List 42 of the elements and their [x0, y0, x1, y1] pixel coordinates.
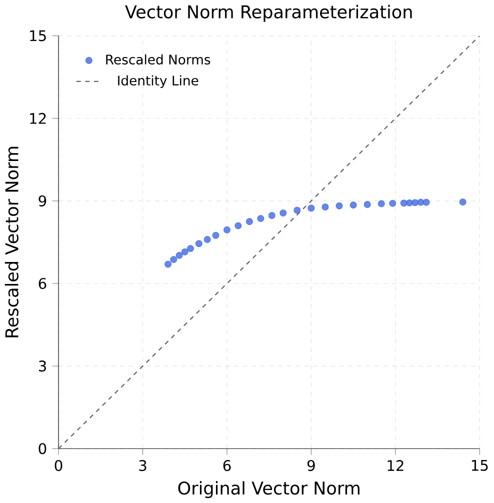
- x-tick-label: 3: [139, 460, 146, 472]
- point: [350, 202, 357, 209]
- point: [204, 236, 211, 243]
- x-axis-title: Original Vector Norm: [178, 481, 360, 498]
- y-tick-label: 0: [38, 443, 46, 454]
- point: [280, 210, 287, 217]
- y-tick-label: 6: [38, 278, 46, 290]
- point: [176, 252, 183, 259]
- point: [378, 200, 385, 208]
- point: [224, 226, 231, 234]
- point: [322, 203, 329, 210]
- legend-label: Rescaled Norms: [106, 54, 210, 65]
- point: [364, 200, 371, 208]
- point: [257, 215, 264, 222]
- y-axis-title: Rescaled Vector Norm: [4, 146, 19, 338]
- point: [234, 222, 242, 230]
- x-tick-label: 9: [308, 460, 315, 472]
- point: [268, 212, 276, 220]
- point: [294, 206, 301, 214]
- point: [195, 240, 202, 248]
- x-tick-label: 15: [472, 460, 488, 471]
- point: [164, 260, 172, 268]
- point: [308, 204, 315, 212]
- point: [212, 232, 220, 239]
- point: [417, 198, 424, 206]
- point: [181, 248, 188, 256]
- point: [170, 256, 178, 264]
- point: [459, 198, 466, 206]
- point: [422, 198, 430, 206]
- point: [389, 200, 396, 207]
- point: [187, 245, 194, 252]
- x-tick-label: 12: [388, 460, 404, 471]
- y-tick-label: 15: [30, 30, 46, 42]
- y-tick-label: 12: [30, 112, 46, 124]
- y-tick-label: 3: [39, 360, 46, 372]
- chart-title: Vector Norm Reparameterization: [125, 4, 412, 22]
- x-tick-label: 6: [223, 460, 231, 472]
- legend-label: Identity Line: [118, 75, 198, 88]
- x-tick-label: 0: [54, 460, 62, 472]
- point: [246, 218, 254, 226]
- point: [336, 202, 343, 210]
- y-tick-label: 9: [38, 195, 46, 206]
